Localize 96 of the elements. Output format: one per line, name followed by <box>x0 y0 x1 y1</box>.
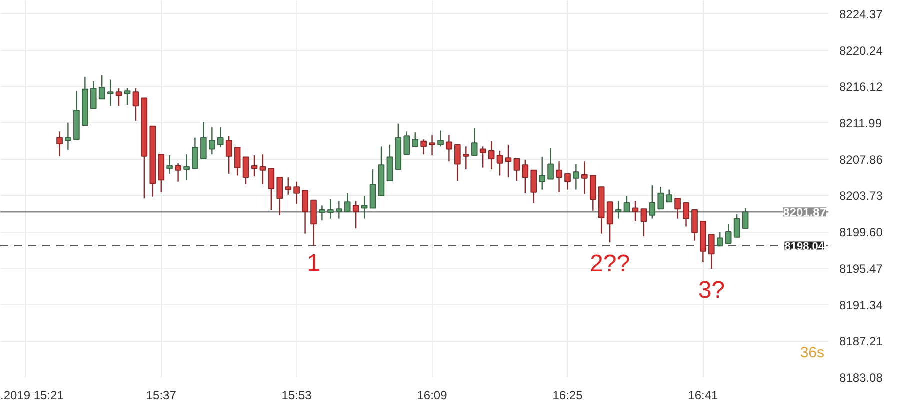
candlestick <box>319 205 326 222</box>
candlestick <box>734 214 740 238</box>
candlestick <box>234 146 241 176</box>
candlestick <box>590 175 596 212</box>
candlestick <box>124 88 131 106</box>
candlestick <box>582 161 588 195</box>
candlestick <box>539 156 546 190</box>
candlestick <box>242 156 250 186</box>
candlestick <box>725 224 732 244</box>
candlestick <box>184 154 190 181</box>
y-tick-label: 8199.60 <box>840 226 884 240</box>
candlestick <box>429 134 436 156</box>
candlestick <box>56 131 63 157</box>
y-tick-label: 8195.47 <box>840 262 884 276</box>
candlestick <box>438 130 444 148</box>
candlestick <box>446 134 452 162</box>
candlestick <box>166 154 173 175</box>
candlestick <box>548 148 554 180</box>
candlestick <box>107 79 114 107</box>
y-tick-label: 8207.86 <box>840 152 884 167</box>
annotation: 1 <box>307 250 320 278</box>
ref-line-label: 8201.87 <box>783 206 827 220</box>
candlestick <box>116 88 122 107</box>
candlestick <box>522 159 529 194</box>
candlestick <box>132 88 140 122</box>
candlestick <box>556 161 562 194</box>
annotation: 3? <box>698 277 726 304</box>
candlestick <box>276 176 284 216</box>
y-tick-label: 8203.73 <box>840 189 884 204</box>
candlestick <box>268 168 275 211</box>
x-tick-label: 15:37 <box>146 388 177 402</box>
candlestick <box>708 234 715 270</box>
candlestick <box>683 202 690 228</box>
candlestick <box>742 208 749 230</box>
candlestick <box>65 122 72 151</box>
candlestick <box>200 121 207 160</box>
x-tick-label: 16:41 <box>688 388 719 402</box>
y-tick-label: 8191.34 <box>840 298 884 312</box>
candlestick <box>386 144 394 182</box>
candlestick <box>454 144 461 182</box>
x-tick-label: 16:25 <box>552 388 584 402</box>
x-tick-label: 15:53 <box>282 388 312 402</box>
candlestick <box>209 126 216 156</box>
y-tick-label: 8220.24 <box>840 44 884 58</box>
candlestick <box>632 200 639 222</box>
y-tick-label: 8211.99 <box>840 116 882 130</box>
candlestick <box>412 132 419 148</box>
candlestick <box>480 146 486 168</box>
candlestick <box>328 198 334 220</box>
candlestick <box>251 154 258 178</box>
candlestick <box>217 126 224 148</box>
candlestick <box>564 173 571 190</box>
candlestick <box>496 150 504 176</box>
candlestick <box>344 192 351 212</box>
candlestick <box>471 128 478 156</box>
candlestick <box>716 231 724 247</box>
candlestick <box>674 198 681 220</box>
candlestick <box>573 164 580 190</box>
annotation: 36s <box>800 344 825 362</box>
candlestick <box>352 200 360 230</box>
candlestick <box>90 80 97 110</box>
annotation: 2?? <box>590 250 630 278</box>
candlestick <box>310 200 317 247</box>
candlestick <box>514 158 520 182</box>
candlestick <box>302 190 308 234</box>
candlestick <box>260 154 266 186</box>
candlestick <box>294 181 300 204</box>
candlestick <box>192 137 198 170</box>
candlestick <box>336 200 342 220</box>
candlestick <box>658 186 664 210</box>
y-tick-label: 8187.21 <box>840 334 884 349</box>
candlestick <box>420 139 427 156</box>
candlestick <box>666 189 673 203</box>
candlestick <box>285 176 292 196</box>
candlestick <box>98 74 106 100</box>
ref-line-label: 8198.04 <box>784 240 826 253</box>
candlestick <box>692 209 698 242</box>
candlestick <box>530 170 538 204</box>
candlestick <box>361 195 368 220</box>
candlestick <box>175 162 182 182</box>
candlestick <box>615 200 622 220</box>
y-tick-label: 8183.08 <box>840 371 884 385</box>
candlestick <box>640 208 648 238</box>
candlestick <box>488 140 495 170</box>
y-tick-label: 8224.37 <box>840 7 884 22</box>
candlestick <box>649 184 656 220</box>
candlestick <box>505 144 512 178</box>
candlestick <box>462 146 470 170</box>
candlestick <box>226 135 232 175</box>
candlestick <box>624 195 630 212</box>
y-tick-label: 8216.12 <box>840 80 884 94</box>
candlestick <box>404 131 410 156</box>
candlestick <box>370 168 376 209</box>
x-tick-label: .2019 15:21 <box>0 388 64 402</box>
x-tick-label: 16:09 <box>417 388 448 402</box>
candlestick <box>606 202 614 244</box>
